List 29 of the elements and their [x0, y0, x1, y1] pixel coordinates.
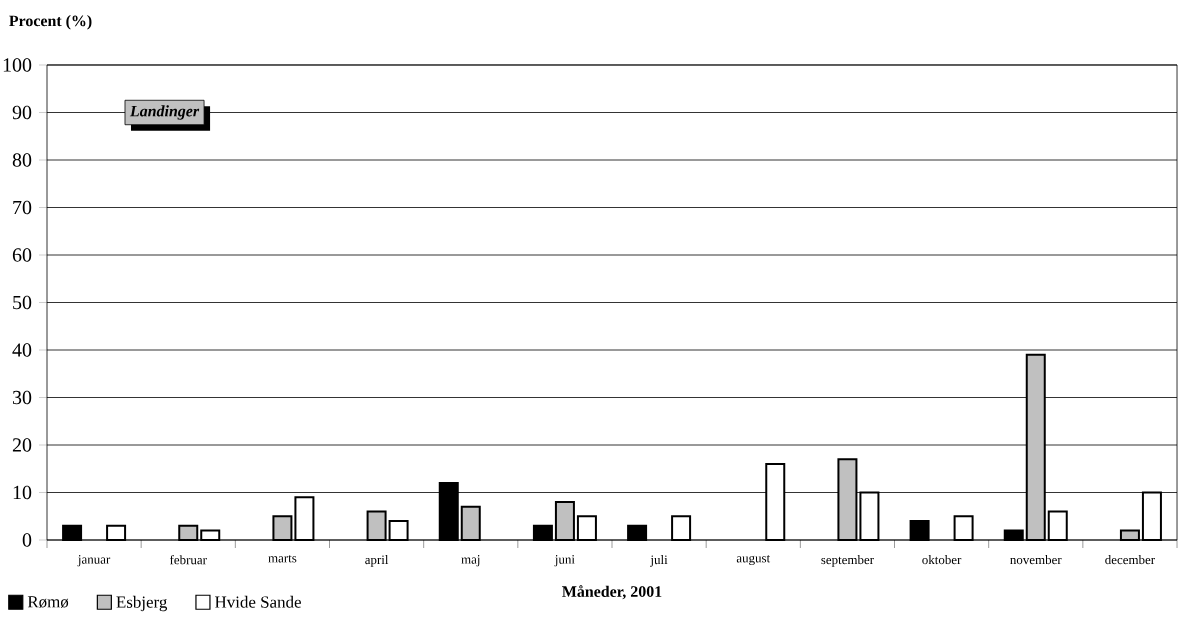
x-tick-label: juli [650, 555, 668, 567]
x-tick-label: april [365, 555, 389, 567]
y-tick-label: 20 [12, 438, 32, 452]
x-tick-label: august [736, 555, 771, 566]
y-axis-title: Procent (%) [9, 15, 92, 30]
y-tick-label: 40 [12, 343, 32, 357]
x-tick-label: december [1105, 555, 1155, 565]
legend-label: Esbjerg [116, 595, 168, 612]
y-tick-label: 10 [13, 485, 32, 500]
x-tick-label: september [821, 555, 874, 567]
x-tick-label: januar [77, 555, 111, 567]
legend-label: Rømø [27, 596, 69, 608]
y-tick-label: 30 [13, 390, 32, 405]
y-tick-label: 60 [12, 248, 32, 262]
y-tick-label: 0 [22, 533, 32, 547]
x-tick-label: juni [554, 555, 575, 567]
legend-label: Hvide Sande [215, 595, 301, 608]
y-tick-label: 90 [12, 105, 32, 120]
y-tick-label: 100 [3, 58, 32, 72]
x-tick-label: februar [169, 555, 207, 565]
x-tick-label: marts [268, 555, 297, 563]
y-tick-label: 50 [13, 295, 32, 310]
y-tick-label: 70 [13, 200, 32, 215]
x-axis-title: Måneder, 2001 [562, 585, 662, 600]
x-tick-label: maj [461, 555, 480, 567]
x-tick-label: oktober [922, 555, 962, 565]
x-tick-label: november [1010, 555, 1062, 565]
y-tick-label: 80 [12, 153, 32, 167]
annotation: Landinger [129, 105, 200, 120]
